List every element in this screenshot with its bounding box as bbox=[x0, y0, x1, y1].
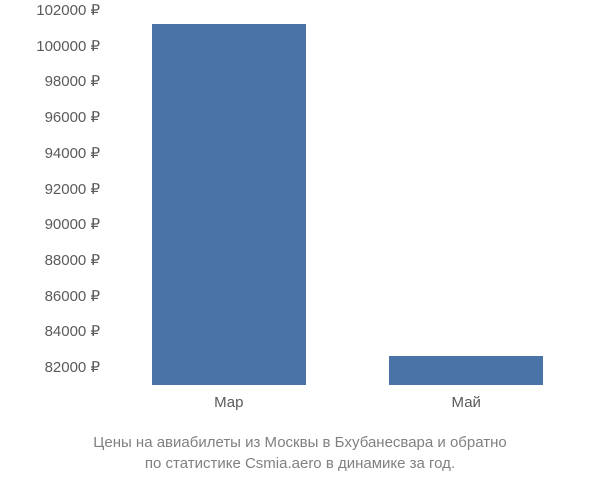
x-tick-label: Май bbox=[452, 394, 481, 411]
x-tick-label: Мар bbox=[214, 394, 243, 411]
chart-caption-line-2: по статистике Csmia.aero в динамике за г… bbox=[0, 453, 600, 474]
y-tick-label: 82000 ₽ bbox=[0, 358, 100, 376]
y-tick-label: 98000 ₽ bbox=[0, 72, 100, 90]
y-tick-label: 88000 ₽ bbox=[0, 251, 100, 269]
y-tick-label: 100000 ₽ bbox=[0, 37, 100, 55]
y-tick-label: 86000 ₽ bbox=[0, 287, 100, 305]
y-tick-label: 90000 ₽ bbox=[0, 215, 100, 233]
y-tick-label: 96000 ₽ bbox=[0, 108, 100, 126]
price-bar-chart: 82000 ₽ 84000 ₽ 86000 ₽ 88000 ₽ 90000 ₽ 92000… bbox=[0, 0, 600, 500]
bar bbox=[152, 24, 306, 385]
y-tick-label: 102000 ₽ bbox=[0, 1, 100, 19]
bar bbox=[389, 356, 543, 385]
plot-area bbox=[110, 10, 585, 385]
y-tick-label: 84000 ₽ bbox=[0, 322, 100, 340]
y-tick-label: 92000 ₽ bbox=[0, 180, 100, 198]
y-tick-label: 94000 ₽ bbox=[0, 144, 100, 162]
chart-caption-line-1: Цены на авиабилеты из Москвы в Бхубанесв… bbox=[0, 432, 600, 453]
